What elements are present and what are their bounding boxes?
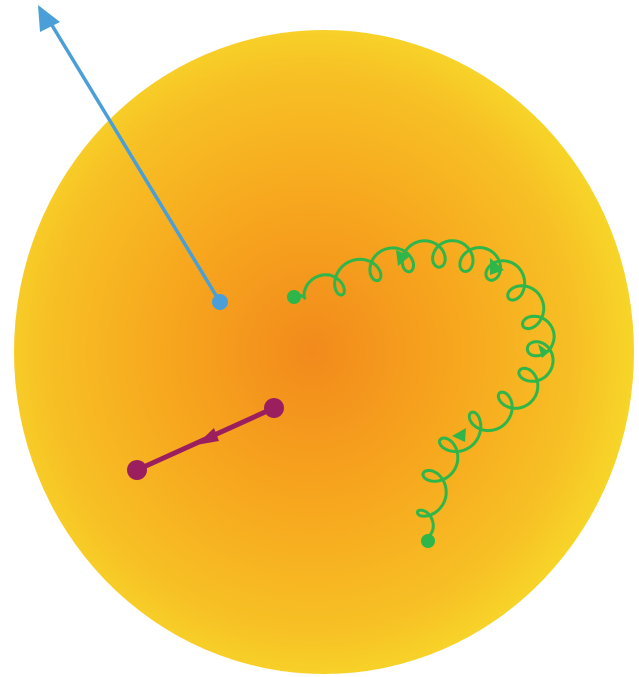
blue-arrow bbox=[38, 5, 228, 310]
blue-origin-dot bbox=[212, 294, 228, 310]
purple-end-dot bbox=[127, 460, 147, 480]
blue-arrow-shaft bbox=[48, 21, 222, 303]
green-arrowhead-3 bbox=[538, 344, 549, 358]
purple-segment bbox=[127, 398, 284, 480]
green-spiral-line bbox=[292, 239, 556, 543]
green-start-dot bbox=[287, 290, 301, 304]
purple-start-dot bbox=[264, 398, 284, 418]
purple-arrowhead bbox=[196, 428, 219, 445]
green-helical-path bbox=[287, 239, 556, 548]
green-arrowhead-2 bbox=[490, 258, 504, 275]
blue-arrowhead bbox=[38, 5, 60, 32]
sphere bbox=[14, 30, 634, 674]
green-arrowhead-1 bbox=[396, 250, 410, 266]
green-arrowhead-4 bbox=[452, 428, 466, 442]
green-end-dot bbox=[421, 534, 435, 548]
